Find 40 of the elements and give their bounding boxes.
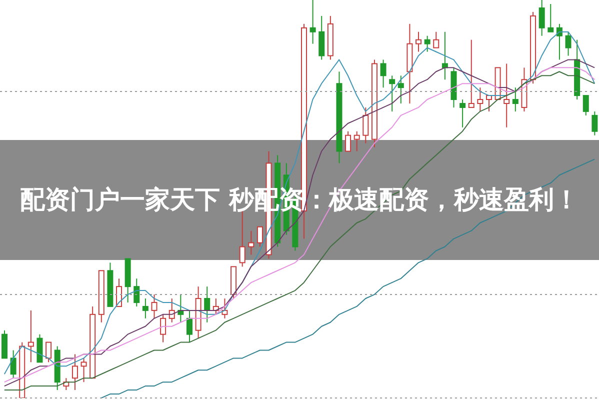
- candlestick: [592, 110, 598, 136]
- candlestick: [239, 210, 246, 268]
- candlestick: [168, 298, 175, 323]
- candlestick: [248, 230, 254, 256]
- candlestick: [538, 0, 545, 36]
- candlestick: [442, 31, 448, 80]
- candlestick: [134, 278, 140, 307]
- candlestick: [72, 354, 78, 391]
- candlestick: [116, 278, 122, 307]
- candlestick: [582, 95, 589, 116]
- candlestick: [80, 358, 87, 383]
- candlestick: [504, 63, 510, 128]
- candlestick: [416, 31, 422, 52]
- candlestick: [433, 31, 440, 48]
- candlestick: [2, 330, 8, 359]
- candlestick: [160, 314, 166, 343]
- candlestick: [46, 342, 52, 363]
- candlestick: [389, 75, 396, 112]
- candlestick: [548, 3, 554, 32]
- candlestick: [468, 39, 474, 108]
- candlestick: [256, 226, 263, 248]
- candlestick: [318, 15, 325, 60]
- candlestick: [204, 286, 210, 323]
- candlestick: [512, 87, 518, 112]
- candlestick: [380, 59, 386, 88]
- candlestick: [565, 31, 572, 56]
- candlestick: [310, 0, 316, 44]
- candlestick: [186, 310, 192, 343]
- candlestick: [10, 350, 16, 379]
- candlestick: [142, 298, 148, 319]
- candlestick: [345, 130, 352, 152]
- candlestick: [362, 106, 369, 144]
- candlestick: [36, 334, 43, 363]
- candlestick: [398, 75, 404, 104]
- candlestick: [477, 87, 484, 112]
- candlestick: [354, 130, 360, 152]
- candlestick: [28, 310, 34, 363]
- candlestick: [424, 35, 430, 52]
- candlestick: [460, 99, 466, 128]
- candlestick: [151, 294, 158, 319]
